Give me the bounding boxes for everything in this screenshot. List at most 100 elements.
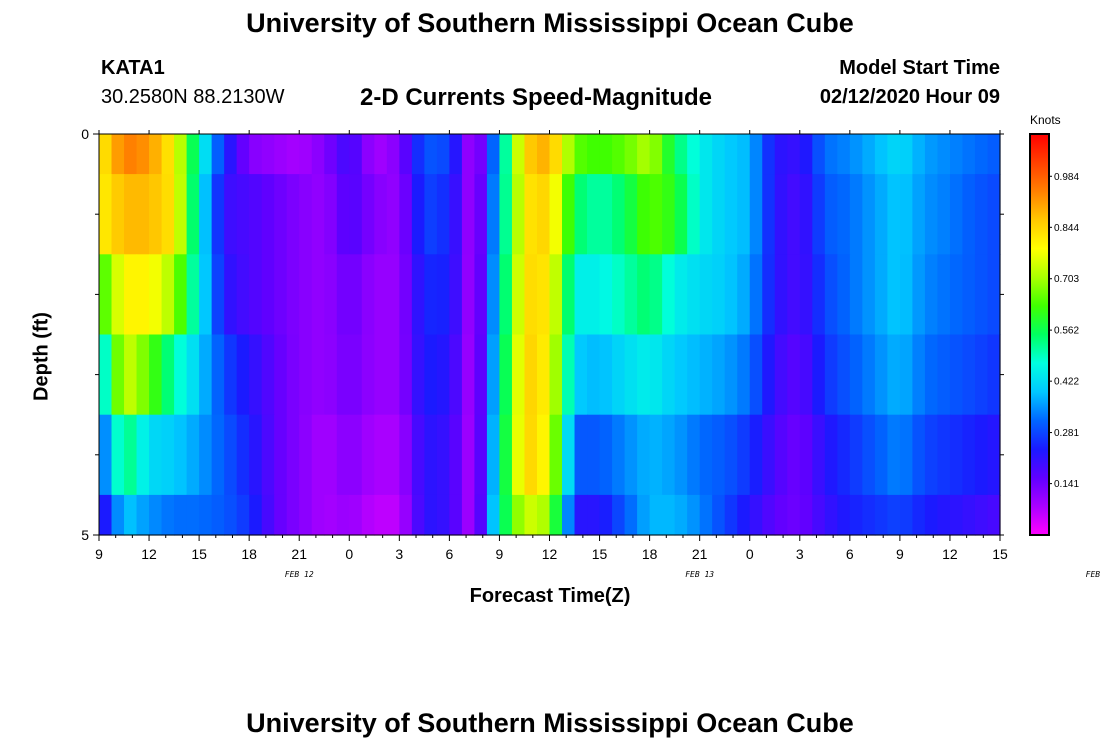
heatmap-cell [612,494,626,536]
heatmap-cell [111,134,125,175]
heatmap-cell [224,254,238,336]
heatmap-cell [311,334,325,416]
heatmap-cell [912,174,926,255]
heatmap-cell [249,414,263,496]
heatmap-cell [924,254,939,336]
x-tick-label: 12 [942,546,958,562]
heatmap-cell [562,254,576,336]
heatmap-cell [574,134,588,175]
heatmap-cell [274,174,288,255]
heatmap-cell [574,494,588,536]
heatmap-cell [349,254,363,336]
heatmap-cell [211,134,225,175]
heatmap-cell [324,174,338,255]
heatmap-cell [111,254,125,336]
x-tick-label: 0 [746,546,754,562]
heatmap-cell [174,494,188,536]
heatmap-cell [424,414,438,496]
heatmap-cell [549,174,563,255]
heatmap-cell [236,414,250,496]
heatmap-cell [787,414,801,496]
heatmap-cell [349,414,363,496]
heatmap-cell [449,334,463,416]
heatmap-cell [311,134,325,175]
heatmap-cell [774,254,788,336]
heatmap-cell [712,254,726,336]
heatmap-cell [724,334,738,416]
heatmap-cell [587,494,601,536]
heatmap-cell [261,494,275,536]
heatmap-cell [937,334,951,416]
heatmap-cell [849,334,863,416]
x-tick-label: 12 [141,546,157,562]
heatmap-cell [411,174,425,255]
heatmap-cell [774,334,788,416]
heatmap-cell [261,134,275,175]
heatmap-cell [274,134,288,175]
heatmap-cell [324,134,338,175]
heatmap-cell [299,334,313,416]
y-axis-label: Depth (ft) [30,312,53,401]
heatmap-cell [499,254,513,336]
chart-subtitle: 2-D Currents Speed-Magnitude [360,84,713,111]
heatmap-cell [436,174,450,255]
model-start-label: Model Start Time [839,57,1000,79]
heatmap-cell [599,134,613,175]
heatmap-cell [486,254,501,336]
heatmap-cell [149,254,163,336]
date-label: FEB 13 [685,570,714,579]
heatmap-cell [799,334,813,416]
footer-title: University of Southern Mississippi Ocean… [246,708,854,738]
x-tick-label: 15 [992,546,1008,562]
heatmap-cell [511,134,526,175]
heatmap-cell [199,254,213,336]
heatmap-cell [474,414,488,496]
heatmap-cell [311,494,325,536]
heatmap-cell [361,334,375,416]
heatmap-cell [837,134,851,175]
heatmap-cell [261,414,275,496]
x-tick-label: 18 [241,546,257,562]
heatmap-cell [524,334,538,416]
heatmap-cell [211,494,225,536]
heatmap-cell [424,254,438,336]
heatmap-cell [599,494,613,536]
heatmap-cell [386,414,400,496]
heatmap-cell [99,174,113,255]
x-tick-label: 18 [642,546,658,562]
heatmap-cell [687,414,701,496]
heatmap-cell [111,494,125,536]
heatmap-cell [574,254,588,336]
heatmap-cell [974,494,989,536]
heatmap-cell [174,134,188,175]
heatmap-cell [136,414,150,496]
heatmap-cell [849,254,863,336]
heatmap-cell [649,414,663,496]
heatmap-cell [261,334,275,416]
heatmap-cell [662,414,676,496]
heatmap-cell [637,494,651,536]
heatmap-cell [399,414,413,496]
heatmap-cell [762,174,776,255]
axis-ticks: 9 12 15 18 21 0 3 6 9 12 15 18 21 0 3 6 9 12 15 FEB 12 FEB 1… [81,126,1100,579]
heatmap-cell [712,134,726,175]
heatmap-cell [649,254,663,336]
colorbar-tick-label: 0.422 [1054,377,1079,388]
heatmap-cell [887,134,901,175]
heatmap-cell [712,414,726,496]
heatmap-cell [374,414,388,496]
heatmap-cell [486,494,501,536]
heatmap-cell [887,414,901,496]
heatmap-cell [674,334,688,416]
heatmap-cell [987,334,1001,416]
heatmap-cell [236,134,250,175]
heatmap-cell [124,254,138,336]
heatmap-cell [737,174,751,255]
heatmap-cell [261,174,275,255]
heatmap-cell [774,414,788,496]
heatmap-cell [136,174,150,255]
heatmap-cell [186,134,200,175]
heatmap-cell [236,254,250,336]
heatmap-cell [149,494,163,536]
colorbar-tick-label: 0.703 [1054,274,1079,285]
